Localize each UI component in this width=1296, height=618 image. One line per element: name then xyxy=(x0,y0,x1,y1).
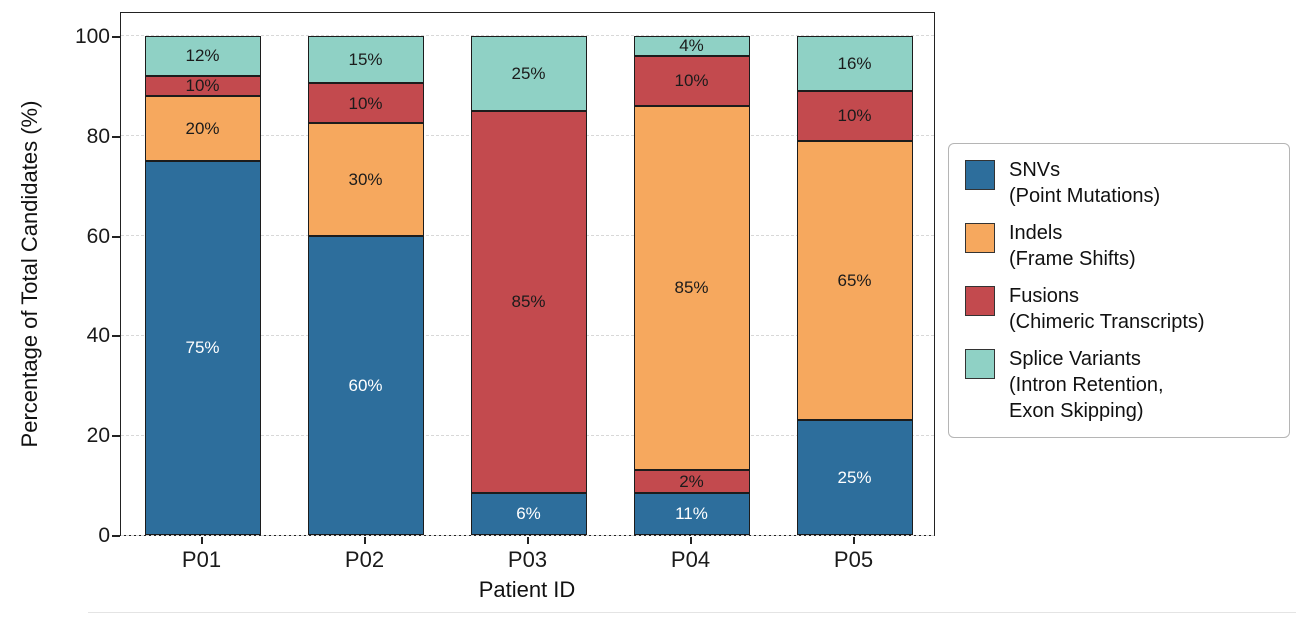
legend-label-fusion: Fusions (Chimeric Transcripts) xyxy=(1009,283,1205,335)
legend-label-line: (Point Mutations) xyxy=(1009,185,1161,207)
legend-item-splice: Splice Variants (Intron Retention, Exon Sk… xyxy=(965,346,1273,424)
segment-P05-splice: 16% xyxy=(796,35,913,91)
gridline-y-0 xyxy=(121,534,934,536)
legend-label-line: Exon Skipping) xyxy=(1009,400,1144,422)
y-tick-mark-60 xyxy=(112,235,120,238)
segment-P03-fusion: 85% xyxy=(470,110,587,493)
legend-item-snv: SNVs (Point Mutations) xyxy=(965,157,1273,209)
y-tick-label-40: 40 xyxy=(86,324,110,348)
legend-label-line: Indels xyxy=(1009,222,1063,244)
segment-value-label-P05-fusion: 10% xyxy=(837,106,872,126)
y-tick-label-100: 100 xyxy=(74,24,110,48)
segment-P05-indel: 65% xyxy=(796,140,913,421)
segment-P03-splice: 25% xyxy=(470,35,587,111)
x-tick-mark-P05 xyxy=(852,537,855,544)
legend-label-splice: Splice Variants (Intron Retention, Exon Sk… xyxy=(1009,346,1164,424)
x-tick-label-P02: P02 xyxy=(344,547,385,572)
y-tick-mark-100 xyxy=(112,35,120,38)
y-tick-label-20: 20 xyxy=(86,424,110,448)
segment-P03-snv: 6% xyxy=(470,492,587,535)
indel-swatch xyxy=(965,223,995,253)
page-bottom-divider xyxy=(88,612,1296,613)
segment-P01-splice: 12% xyxy=(144,35,261,76)
legend-label-line: (Chimeric Transcripts) xyxy=(1009,311,1205,333)
x-tick-mark-P04 xyxy=(689,537,692,544)
legend: SNVs (Point Mutations) Indels (Frame Shifts… xyxy=(948,143,1290,438)
fusion-swatch xyxy=(965,286,995,316)
segment-value-label-P02-splice: 15% xyxy=(348,50,383,70)
x-tick-label-P01: P01 xyxy=(181,547,222,572)
segment-value-label-P02-indel: 30% xyxy=(348,169,383,189)
segment-P05-snv: 25% xyxy=(796,420,913,535)
segment-P04-splice: 4% xyxy=(633,35,750,56)
gridline-y-100 xyxy=(121,35,934,37)
segment-value-label-P01-indel: 20% xyxy=(185,118,220,138)
segment-P02-indel: 30% xyxy=(307,123,424,236)
legend-item-fusion: Fusions (Chimeric Transcripts) xyxy=(965,283,1273,335)
legend-label-indel: Indels (Frame Shifts) xyxy=(1009,220,1136,272)
segment-value-label-P03-splice: 25% xyxy=(511,63,546,83)
y-tick-label-80: 80 xyxy=(86,124,110,148)
splice-swatch xyxy=(965,349,995,379)
segment-P04-snv: 11% xyxy=(633,492,750,535)
x-tick-label-P03: P03 xyxy=(507,547,548,572)
y-tick-mark-20 xyxy=(112,435,120,438)
legend-label-line: Fusions xyxy=(1009,285,1080,307)
x-tick-mark-P01 xyxy=(200,537,203,544)
segment-P01-indel: 20% xyxy=(144,95,261,161)
x-tick-mark-P02 xyxy=(363,537,366,544)
segment-P02-fusion: 10% xyxy=(307,83,424,124)
y-axis-title: Percentage of Total Candidates (%) xyxy=(17,100,42,448)
legend-label-snv: SNVs (Point Mutations) xyxy=(1009,157,1160,209)
bar-P05: 25% 65% 10% 16% xyxy=(796,13,913,535)
segment-P04-indel: 85% xyxy=(633,105,750,471)
x-tick-label-P05: P05 xyxy=(833,547,874,572)
legend-label-line: SNVs xyxy=(1009,159,1061,181)
x-tick-label-P04: P04 xyxy=(670,547,711,572)
segment-value-label-P02-fusion: 10% xyxy=(348,93,383,113)
y-tick-label-0: 0 xyxy=(98,524,110,547)
segment-value-label-P05-splice: 16% xyxy=(837,53,872,73)
segment-value-label-P04-splice: 4% xyxy=(679,36,704,56)
segment-value-label-P04-indel: 85% xyxy=(674,278,709,298)
segment-value-label-P05-indel: 65% xyxy=(837,271,872,290)
legend-label-line: Splice Variants xyxy=(1009,348,1141,370)
segment-P02-splice: 15% xyxy=(307,35,424,84)
segment-P01-snv: 75% xyxy=(144,160,261,535)
plot-area: 75% 20% 10% 12% 60% 30% 10% 15% 6% 85% 25% 11% 2% 85%… xyxy=(120,12,935,536)
segment-value-label-P04-fusion: 2% xyxy=(679,471,704,491)
y-tick-label-60: 60 xyxy=(86,224,110,248)
segment-value-label-P01-splice: 12% xyxy=(185,46,220,66)
y-tick-mark-0 xyxy=(112,535,120,537)
segment-P05-fusion: 10% xyxy=(796,90,913,141)
segment-value-label-P01-snv: 75% xyxy=(185,338,220,358)
segment-value-label-P02-snv: 60% xyxy=(348,375,383,395)
x-axis-title: Patient ID xyxy=(478,577,576,602)
segment-value-label-P04-snv: 11% xyxy=(675,504,708,524)
bar-P03: 6% 85% 25% xyxy=(470,13,587,535)
snv-swatch xyxy=(965,160,995,190)
bar-P04: 11% 2% 85% 10% 4% xyxy=(633,13,750,535)
segment-value-label-P03-snv: 6% xyxy=(516,504,541,524)
segment-P04-fusion: 2% xyxy=(633,470,750,493)
legend-item-indel: Indels (Frame Shifts) xyxy=(965,220,1273,272)
segment-P02-snv: 60% xyxy=(307,235,424,535)
y-tick-mark-40 xyxy=(112,335,120,338)
segment-value-label-P05-snv: 25% xyxy=(837,468,872,488)
x-tick-mark-P03 xyxy=(526,537,529,544)
bar-P02: 60% 30% 10% 15% xyxy=(307,13,424,535)
segment-value-label-P04-fusion: 10% xyxy=(674,71,709,91)
segment-value-label-P01-fusion: 10% xyxy=(185,76,220,96)
segment-value-label-P03-fusion: 85% xyxy=(511,292,546,312)
legend-label-line: (Intron Retention, xyxy=(1009,374,1164,396)
legend-label-line: (Frame Shifts) xyxy=(1009,248,1136,270)
segment-P01-fusion: 10% xyxy=(144,75,261,96)
bar-P01: 75% 20% 10% 12% xyxy=(144,13,261,535)
y-tick-mark-80 xyxy=(112,135,120,138)
segment-P04-fusion: 10% xyxy=(633,55,750,106)
